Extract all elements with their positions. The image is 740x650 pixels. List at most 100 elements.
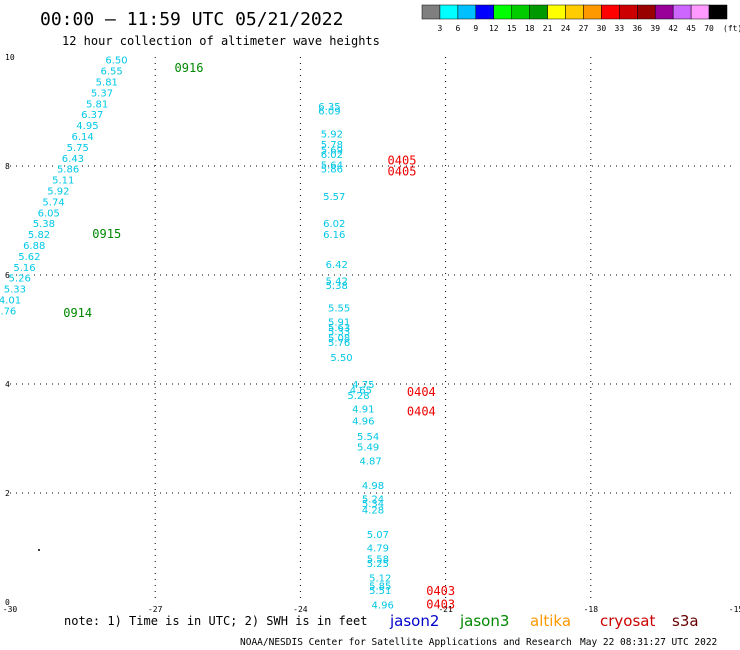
swh-value: 5.33 <box>328 327 350 338</box>
grid-lines <box>10 57 736 602</box>
legend-cryosat: cryosat <box>600 612 655 630</box>
time-label: 0405 <box>388 164 417 178</box>
colorbar-label: 6 <box>455 24 460 33</box>
satellite-legend: jason2 jason3 altika cryosat s3a <box>389 612 699 630</box>
swh-value: 5.37 <box>91 88 113 99</box>
colorbar-unit: (ft) <box>723 24 740 33</box>
swh-value: 6.02 <box>321 150 343 161</box>
swh-value: 6.14 <box>71 132 93 143</box>
swh-value: 5.62 <box>18 252 40 263</box>
swh-value: 6.09 <box>318 106 340 117</box>
legend-s3a: s3a <box>672 612 699 630</box>
colorbar-swatch <box>637 4 656 20</box>
colorbar-label: 33 <box>615 24 625 33</box>
swh-value: 5.69 <box>321 146 343 157</box>
colorbar-swatch <box>690 4 710 20</box>
y-tick-label: 2 <box>5 489 10 498</box>
y-tick-label: 8 <box>5 162 10 171</box>
swh-value: 5.75 <box>67 143 89 154</box>
swh-value: 4.76 <box>0 306 16 317</box>
colorbar-swatch <box>475 4 495 20</box>
x-tick-label: -30 <box>3 605 18 614</box>
swh-value: 5.08 <box>328 334 350 345</box>
colorbar-label: 15 <box>507 24 517 33</box>
colorbar-swatch <box>565 4 584 20</box>
swh-points: 6.506.555.815.375.816.374.956.145.756.43… <box>0 56 394 612</box>
colorbar-swatch <box>529 4 548 20</box>
swh-value: 5.74 <box>42 197 64 208</box>
colorbar-label: 9 <box>473 24 478 33</box>
time-label: 0915 <box>92 227 121 241</box>
swh-value: 6.37 <box>81 110 103 121</box>
y-tick-label: 6 <box>5 271 10 280</box>
x-tick-label: -18 <box>584 605 599 614</box>
colorbar-label: 12 <box>489 24 499 33</box>
colorbar-swatch <box>493 4 512 20</box>
colorbar-label: 70 <box>704 24 714 33</box>
colorbar-label: 39 <box>650 24 660 33</box>
swh-value: 6.55 <box>101 67 123 78</box>
swh-value: 5.38 <box>326 281 348 292</box>
swh-value: 5.34 <box>362 499 384 510</box>
colorbar-label: 42 <box>668 24 678 33</box>
swh-value: 5.33 <box>4 285 26 296</box>
swh-value: 4.01 <box>0 296 21 307</box>
colorbar-label: 18 <box>525 24 535 33</box>
swh-value: 5.58 <box>367 554 389 565</box>
swh-value: 5.28 <box>347 391 369 402</box>
stray-dot <box>38 549 40 551</box>
swh-value: 5.85 <box>369 582 391 593</box>
colorbar-swatch <box>601 4 620 20</box>
swh-value: 6.02 <box>323 219 345 230</box>
colorbar-swatch <box>619 4 638 20</box>
time-label: 0914 <box>63 306 92 320</box>
swh-value: 5.11 <box>52 176 74 187</box>
swh-value: 4.87 <box>359 456 381 467</box>
swh-value: 5.91 <box>328 317 350 328</box>
swh-value: 6.42 <box>326 260 348 271</box>
swh-value: 6.05 <box>38 208 60 219</box>
colorbar-label: 27 <box>579 24 589 33</box>
swh-value: 5.50 <box>330 353 352 364</box>
swh-value: 4.75 <box>352 380 374 391</box>
time-label: 0404 <box>407 404 436 418</box>
swh-value: 5.81 <box>86 99 108 110</box>
time-label: 0403 <box>426 598 455 612</box>
swh-value: 5.42 <box>326 276 348 287</box>
swh-value: 6.35 <box>318 102 340 113</box>
swh-value: 4.96 <box>352 417 374 428</box>
x-tick-label: -15 <box>729 605 740 614</box>
chart-title: 00:00 – 11:59 UTC 05/21/2022 <box>40 9 343 30</box>
y-tick-label: 10 <box>5 53 15 62</box>
swh-value: 5.25 <box>367 559 389 570</box>
swh-value: 5.16 <box>13 263 35 274</box>
time-label: 0404 <box>407 385 436 399</box>
swh-value: 5.54 <box>357 432 379 443</box>
swh-value: 5.55 <box>328 304 350 315</box>
colorbar-swatch <box>439 4 459 20</box>
colorbar-label: 36 <box>632 24 642 33</box>
swh-value: 4.28 <box>362 505 384 516</box>
swh-value: 5.82 <box>28 230 50 241</box>
colorbar-label: 24 <box>561 24 571 33</box>
swh-value: 4.91 <box>352 405 374 416</box>
y-tick-label: 0 <box>5 598 10 607</box>
x-tick-label: -21 <box>438 605 453 614</box>
chart-subtitle: 12 hour collection of altimeter wave hei… <box>62 34 380 48</box>
swh-value: 5.63 <box>328 323 350 334</box>
colorbar-swatch <box>672 4 692 20</box>
swh-value: 6.50 <box>105 56 127 67</box>
time-label: 0916 <box>175 61 204 75</box>
swh-value: 5.51 <box>369 586 391 597</box>
colorbar-swatch <box>421 4 441 20</box>
colorbar-swatch <box>457 4 477 20</box>
legend-altika: altika <box>530 612 571 630</box>
swh-value: 5.92 <box>321 129 343 140</box>
swh-value: 5.26 <box>9 274 31 285</box>
swh-value: 5.24 <box>362 494 384 505</box>
colorbar-label: 30 <box>597 24 607 33</box>
legend-jason3: jason3 <box>459 612 509 630</box>
swh-value: 5.64 <box>321 160 343 171</box>
